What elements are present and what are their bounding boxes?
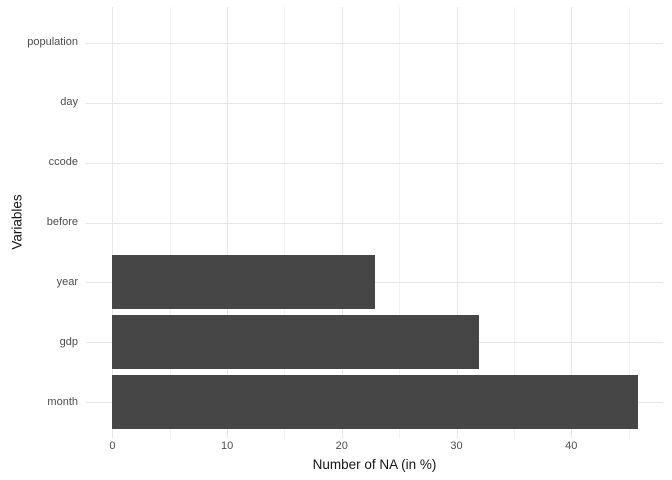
- minor-gridline: [169, 7, 171, 438]
- category-gridline: [86, 43, 663, 44]
- minor-gridline: [399, 7, 401, 438]
- y-tick-label-ccode: ccode: [48, 156, 78, 168]
- category-gridline: [86, 163, 663, 164]
- category-gridline: [86, 103, 663, 104]
- major-gridline: [341, 7, 343, 438]
- x-tick-label-40: 40: [565, 440, 578, 452]
- major-gridline: [227, 7, 229, 438]
- minor-gridline: [284, 7, 286, 438]
- bar-year: [112, 255, 376, 309]
- major-gridline: [112, 7, 114, 438]
- plot-panel: [86, 7, 663, 438]
- y-tick-label-month: month: [47, 396, 78, 408]
- x-axis-title: Number of NA (in %): [312, 457, 437, 472]
- minor-gridline: [628, 7, 630, 438]
- y-tick-label-year: year: [56, 276, 78, 288]
- x-tick-label-10: 10: [220, 440, 234, 452]
- y-tick-label-gdp: gdp: [59, 336, 78, 348]
- minor-gridline: [513, 7, 515, 438]
- x-tick-label-30: 30: [450, 440, 463, 452]
- major-gridline: [456, 7, 458, 438]
- bar-gdp: [112, 315, 480, 369]
- y-tick-label-population: population: [27, 36, 78, 48]
- y-tick-label-before: before: [46, 216, 78, 228]
- y-tick-label-day: day: [60, 96, 78, 108]
- major-gridline: [571, 7, 573, 438]
- bar-month: [112, 375, 638, 429]
- y-axis-tick-labels: population day ccode before year gdp month: [0, 7, 78, 438]
- x-tick-label-20: 20: [335, 440, 348, 452]
- x-tick-label-0: 0: [109, 440, 116, 452]
- category-gridline: [86, 223, 663, 224]
- x-axis-tick-labels: 0 10 20 30 40: [86, 440, 663, 454]
